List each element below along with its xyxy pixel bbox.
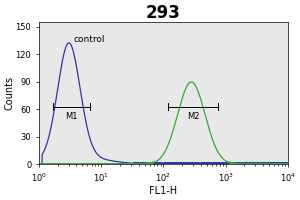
Title: 293: 293 [146, 4, 181, 22]
X-axis label: FL1-H: FL1-H [149, 186, 177, 196]
Text: control: control [73, 35, 105, 44]
Text: M1: M1 [65, 112, 77, 121]
Y-axis label: Counts: Counts [4, 76, 14, 110]
Text: M2: M2 [187, 112, 200, 121]
